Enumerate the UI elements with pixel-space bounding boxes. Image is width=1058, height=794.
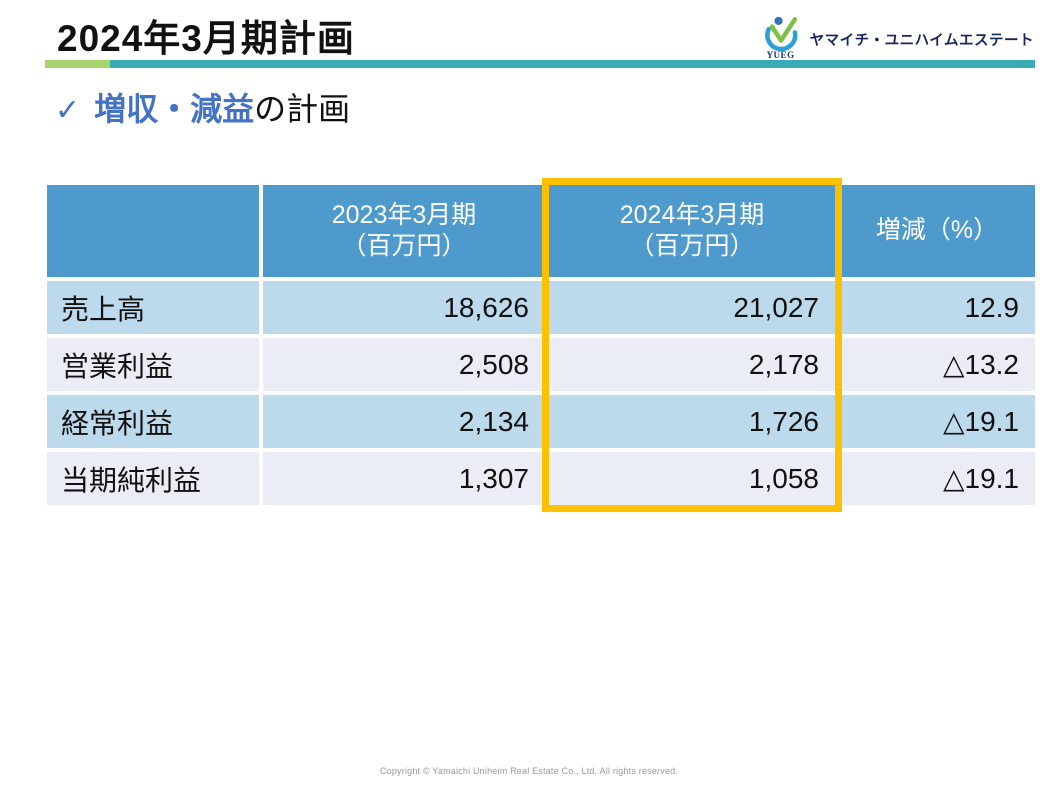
yueg-mark-icon xyxy=(764,16,797,52)
checkmark-icon: ✓ xyxy=(55,94,81,127)
header-fy2023: 2023年3月期 （百万円） xyxy=(263,185,545,277)
header-change: 増減（%） xyxy=(839,185,1035,277)
company-name: ヤマイチ・ユニハイムエステート xyxy=(809,32,1034,49)
company-logo-icon: YUEG xyxy=(759,16,803,62)
ordinary-income-change: △19.1 xyxy=(839,395,1035,448)
header-fy2024-line2: （百万円） xyxy=(629,232,755,260)
row-label-sales: 売上高 xyxy=(47,281,259,334)
divider-teal-segment xyxy=(110,60,1035,68)
operating-income-change: △13.2 xyxy=(839,338,1035,391)
row-label-ordinary-income: 経常利益 xyxy=(47,395,259,448)
operating-income-fy2023: 2,508 xyxy=(263,338,545,391)
bullet-rest-text: の計画 xyxy=(254,91,351,127)
logo-abbr-text: YUEG xyxy=(766,50,795,60)
header-fy2023-line2: （百万円） xyxy=(341,232,467,260)
sales-fy2023: 18,626 xyxy=(263,281,545,334)
company-logo: YUEG ヤマイチ・ユニハイムエステート xyxy=(759,16,1034,62)
financial-table: 2023年3月期 （百万円） 2024年3月期 （百万円） 増減（%） 売上高 … xyxy=(47,185,1035,505)
header-fy2024-line1: 2024年3月期 xyxy=(619,200,765,229)
row-label-net-income: 当期純利益 xyxy=(47,452,259,505)
copyright-notice: Copyright © Yamaichi Uniheim Real Estate… xyxy=(379,766,679,776)
title-divider xyxy=(45,60,1035,68)
divider-green-segment xyxy=(45,60,110,68)
bullet-line: ✓ 増収・減益 の計画 xyxy=(55,84,350,130)
net-income-fy2024: 1,058 xyxy=(549,452,835,505)
page-title: 2024年3月期計画 xyxy=(57,18,355,59)
net-income-fy2023: 1,307 xyxy=(263,452,545,505)
ordinary-income-fy2024: 1,726 xyxy=(549,395,835,448)
header-fy2023-line1: 2023年3月期 xyxy=(331,200,477,229)
header-fy2024: 2024年3月期 （百万円） xyxy=(549,185,835,277)
bullet-highlight-text: 増収・減益 xyxy=(94,91,255,127)
net-income-change: △19.1 xyxy=(839,452,1035,505)
sales-change: 12.9 xyxy=(839,281,1035,334)
header-empty-cell xyxy=(47,185,259,277)
operating-income-fy2024: 2,178 xyxy=(549,338,835,391)
ordinary-income-fy2023: 2,134 xyxy=(263,395,545,448)
sales-fy2024: 21,027 xyxy=(549,281,835,334)
row-label-operating-income: 営業利益 xyxy=(47,338,259,391)
